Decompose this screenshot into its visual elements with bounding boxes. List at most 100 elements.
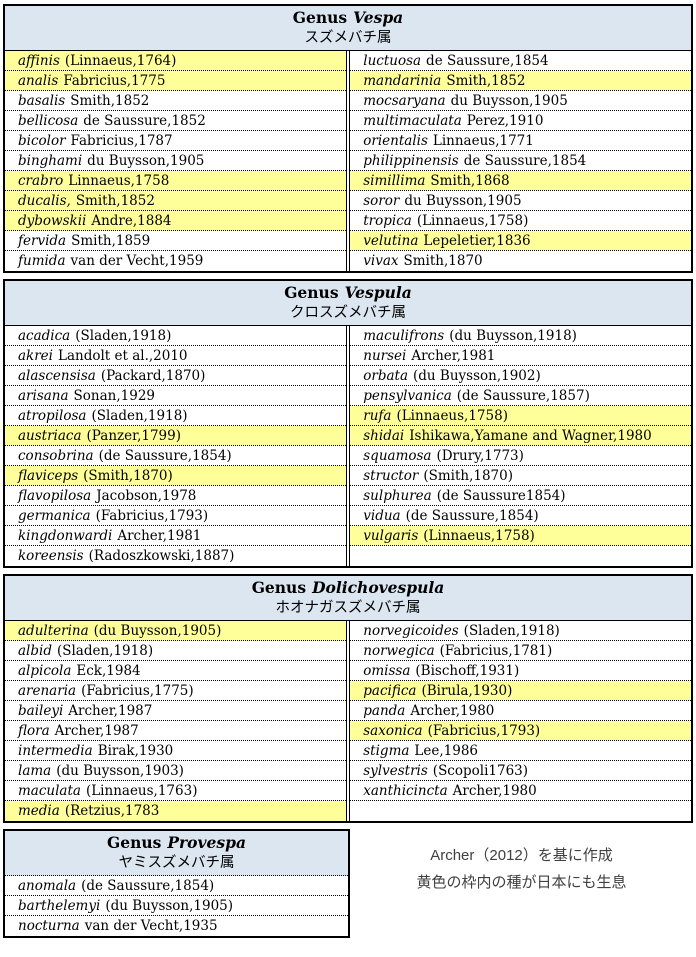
species-name: philippinensis bbox=[363, 153, 459, 169]
species-author: van der Vecht,1959 bbox=[70, 253, 204, 269]
species-name: intermedia bbox=[18, 743, 93, 759]
genus-title: Genus Vespula bbox=[5, 282, 691, 303]
species-name: analis bbox=[18, 73, 59, 89]
species-row: omissa (Bischoff,1931) bbox=[350, 661, 691, 681]
species-column-left: affinis (Linnaeus,1764) analis Fabricius,17… bbox=[5, 51, 347, 271]
species-columns: adulterina (du Buysson,1905) albid (Sladen,… bbox=[5, 621, 691, 821]
species-row bbox=[350, 801, 691, 821]
genus-prefix-label: Genus bbox=[251, 578, 307, 597]
bottom-row: Genus Provespa ヤミスズメバチ属 anomala (de Saussure… bbox=[3, 829, 693, 938]
species-row: fervida Smith,1859 bbox=[5, 231, 346, 251]
species-name: nursei bbox=[363, 348, 407, 364]
species-author: Fabricius,1775 bbox=[63, 73, 166, 89]
species-name: velutina bbox=[363, 233, 419, 249]
species-row-highlighted: analis Fabricius,1775 bbox=[5, 71, 346, 91]
species-author: Archer,1987 bbox=[68, 703, 153, 719]
species-row-highlighted: crabro Linnaeus,1758 bbox=[5, 171, 346, 191]
species-name: multimaculata bbox=[363, 113, 462, 129]
species-author: Eck,1984 bbox=[76, 663, 141, 679]
species-author: (Drury,1773) bbox=[436, 448, 524, 464]
species-row: flora Archer,1987 bbox=[5, 721, 346, 741]
species-row-highlighted: pacifica (Birula,1930) bbox=[350, 681, 691, 701]
species-author: (Scopoli1763) bbox=[432, 763, 529, 779]
species-row: lama (du Buysson,1903) bbox=[5, 761, 346, 781]
species-row: kingdonwardi Archer,1981 bbox=[5, 526, 346, 546]
species-columns: acadica (Sladen,1918) akrei Landolt et al.,… bbox=[5, 326, 691, 566]
species-author: (du Buysson,1918) bbox=[449, 328, 577, 344]
note-line-source: Archer（2012）を基に作成 bbox=[430, 847, 613, 864]
species-row: fumida van der Vecht,1959 bbox=[5, 251, 346, 271]
species-author: Sonan,1929 bbox=[73, 388, 156, 404]
species-row: alascensisa (Packard,1870) bbox=[5, 366, 346, 386]
species-name: vivax bbox=[363, 253, 399, 269]
species-row: baileyi Archer,1987 bbox=[5, 701, 346, 721]
species-name: vidua bbox=[363, 508, 401, 524]
species-author: Linnaeus,1771 bbox=[432, 133, 534, 149]
species-row: maculifrons (du Buysson,1918) bbox=[350, 326, 691, 346]
species-author: (de Saussure,1854) bbox=[405, 508, 539, 524]
species-name: ducalis, bbox=[18, 193, 71, 209]
species-row: philippinensis de Saussure,1854 bbox=[350, 151, 691, 171]
species-author: du Buysson,1905 bbox=[87, 153, 205, 169]
species-name: akrei bbox=[18, 348, 53, 364]
species-name: adulterina bbox=[18, 623, 89, 639]
species-name: squamosa bbox=[363, 448, 432, 464]
species-column-left: acadica (Sladen,1918) akrei Landolt et al.,… bbox=[5, 326, 347, 566]
species-row: sulphurea (de Saussure1854) bbox=[350, 486, 691, 506]
species-row: norwegica (Fabricius,1781) bbox=[350, 641, 691, 661]
species-row-highlighted: simillima Smith,1868 bbox=[350, 171, 691, 191]
species-name: pensylvanica bbox=[363, 388, 452, 404]
species-row: nocturna van der Vecht,1935 bbox=[5, 916, 348, 936]
species-row: albid (Sladen,1918) bbox=[5, 641, 346, 661]
species-row: binghami du Buysson,1905 bbox=[5, 151, 346, 171]
species-author: du Buysson,1905 bbox=[404, 193, 522, 209]
species-author: (Birula,1930) bbox=[421, 683, 513, 699]
species-row-highlighted: shidai Ishikawa,Yamane and Wagner,1980 bbox=[350, 426, 691, 446]
species-name: orbata bbox=[363, 368, 408, 384]
genus-header-dolichovespula: Genus Dolichovespula ホオナガスズメバチ属 bbox=[5, 576, 691, 621]
species-name: flora bbox=[18, 723, 50, 739]
species-author: Lepeletier,1836 bbox=[423, 233, 531, 249]
species-author: van der Vecht,1935 bbox=[84, 918, 218, 934]
half-width-section: Genus Provespa ヤミスズメバチ属 anomala (de Saussure… bbox=[3, 829, 350, 938]
species-author: (Linnaeus,1758) bbox=[416, 213, 529, 229]
species-row: arenaria (Fabricius,1775) bbox=[5, 681, 346, 701]
species-author: du Buysson,1905 bbox=[450, 93, 568, 109]
species-name: omissa bbox=[363, 663, 411, 679]
source-note: Archer（2012）を基に作成 黄色の枠内の種が日本にも生息 bbox=[350, 829, 693, 896]
species-author: Ishikawa,Yamane and Wagner,1980 bbox=[409, 428, 652, 444]
species-name: xanthicincta bbox=[363, 783, 448, 799]
species-name: simillima bbox=[363, 173, 426, 189]
species-author: (Smith,1870) bbox=[423, 468, 513, 484]
genus-prefix-label: Genus bbox=[106, 833, 162, 852]
species-name: arenaria bbox=[18, 683, 77, 699]
species-name: structor bbox=[363, 468, 419, 484]
species-name: albid bbox=[18, 643, 52, 659]
species-name: orientalis bbox=[363, 133, 428, 149]
species-name: baileyi bbox=[18, 703, 64, 719]
species-name: binghami bbox=[18, 153, 83, 169]
genus-name-label: Vespula bbox=[344, 283, 412, 302]
species-row-highlighted: flaviceps (Smith,1870) bbox=[5, 466, 346, 486]
species-author: (Retzius,1783 bbox=[64, 803, 160, 819]
species-row: vidua (de Saussure,1854) bbox=[350, 506, 691, 526]
species-name: kingdonwardi bbox=[18, 528, 113, 544]
genus-japanese-name: クロスズメバチ属 bbox=[290, 305, 406, 321]
species-row-highlighted: velutina Lepeletier,1836 bbox=[350, 231, 691, 251]
genus-japanese-name: ホオナガスズメバチ属 bbox=[275, 600, 421, 616]
species-row: flavopilosa Jacobson,1978 bbox=[5, 486, 346, 506]
genus-prefix-label: Genus bbox=[292, 8, 348, 27]
species-author: de Saussure,1854 bbox=[426, 53, 549, 69]
species-name: affinis bbox=[18, 53, 60, 69]
species-name: atropilosa bbox=[18, 408, 87, 424]
species-name: tropica bbox=[363, 213, 412, 229]
species-row: structor (Smith,1870) bbox=[350, 466, 691, 486]
species-row: nursei Archer,1981 bbox=[350, 346, 691, 366]
species-row: basalis Smith,1852 bbox=[5, 91, 346, 111]
column-divider-gap bbox=[346, 51, 350, 271]
species-name: consobrina bbox=[18, 448, 94, 464]
species-author: Birak,1930 bbox=[97, 743, 174, 759]
species-name: mocsaryana bbox=[363, 93, 446, 109]
species-name: flavopilosa bbox=[18, 488, 92, 504]
